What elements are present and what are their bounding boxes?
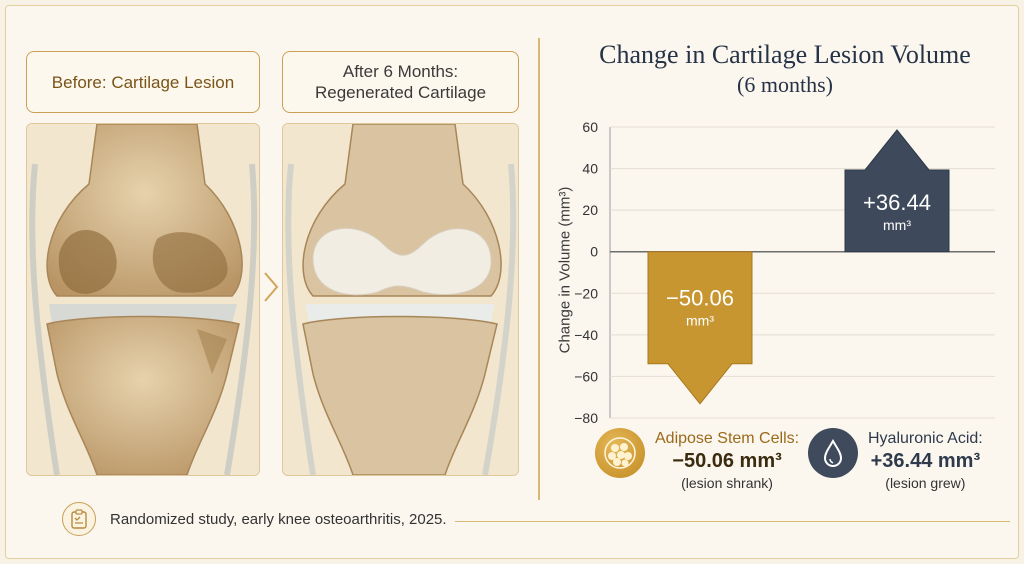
bar-adipose <box>647 251 753 405</box>
data-label-value: −50.06 <box>666 286 734 311</box>
data-label-unit: mm³ <box>883 217 911 233</box>
before-knee-image <box>26 123 260 476</box>
data-label-unit: mm³ <box>686 313 714 329</box>
legend-adipose: Adipose Stem Cells: −50.06 mm³ (lesion s… <box>595 428 799 494</box>
after-knee-image <box>282 123 519 476</box>
y-tick-label: −20 <box>574 285 598 301</box>
legend-adipose-value: −50.06 mm³ <box>672 450 782 472</box>
clipboard-icon <box>62 502 96 536</box>
legend-hyaluronic: Hyaluronic Acid: +36.44 mm³ (lesion grew… <box>808 428 983 494</box>
before-label: Before: Cartilage Lesion <box>26 51 260 113</box>
y-tick-label: 20 <box>582 202 598 218</box>
droplet-icon <box>808 428 858 478</box>
legend-ha-value: +36.44 mm³ <box>870 450 981 472</box>
y-tick-label: 0 <box>590 244 598 260</box>
after-label-line2: Regenerated Cartilage <box>314 83 487 102</box>
data-label-value: +36.44 <box>863 190 931 215</box>
legend-adipose-note: (lesion shrank) <box>681 475 773 491</box>
footer-rule <box>455 521 1010 522</box>
legend-ha-name: Hyaluronic Acid: <box>868 430 983 447</box>
legend-adipose-name: Adipose Stem Cells: <box>655 430 800 447</box>
footer-text: Randomized study, early knee osteoarthri… <box>110 510 447 528</box>
before-label-text: Before: Cartilage Lesion <box>51 72 235 92</box>
y-tick-label: 40 <box>582 161 598 177</box>
y-tick-label: −60 <box>574 368 598 384</box>
section-divider <box>538 38 540 500</box>
chart-title-block: Change in Cartilage Lesion Volume (6 mon… <box>560 40 1010 100</box>
after-label-line1: After 6 Months: <box>342 62 459 81</box>
chevron-right-icon <box>264 272 279 302</box>
after-label: After 6 Months: Regenerated Cartilage <box>282 51 519 113</box>
stem-cells-icon <box>595 428 645 478</box>
y-tick-label: 60 <box>582 119 598 135</box>
chart-subtitle: (6 months) <box>737 72 833 97</box>
bar-hyaluronic <box>844 129 950 253</box>
legend-ha-note: (lesion grew) <box>885 475 966 491</box>
y-tick-label: −80 <box>574 410 598 426</box>
y-tick-label: −40 <box>574 327 598 343</box>
chart-title: Change in Cartilage Lesion Volume <box>599 40 971 69</box>
footer: Randomized study, early knee osteoarthri… <box>62 502 447 536</box>
